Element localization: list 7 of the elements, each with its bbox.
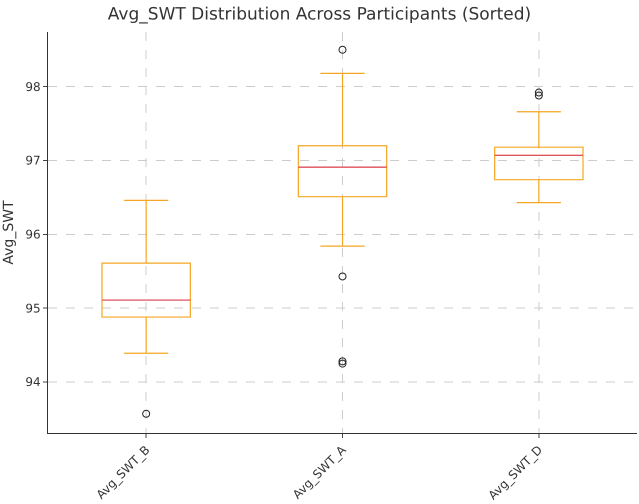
y-axis-title: Avg_SWT: [0, 200, 17, 265]
y-tick-label: 94: [25, 375, 41, 390]
chart-title: Avg_SWT Distribution Across Participants (Sorted): [108, 4, 532, 24]
y-tick-label: 96: [25, 228, 41, 242]
y-tick-label: 95: [25, 301, 41, 316]
y-tick-label: 98: [25, 80, 41, 94]
y-tick-label: 97: [25, 154, 41, 168]
